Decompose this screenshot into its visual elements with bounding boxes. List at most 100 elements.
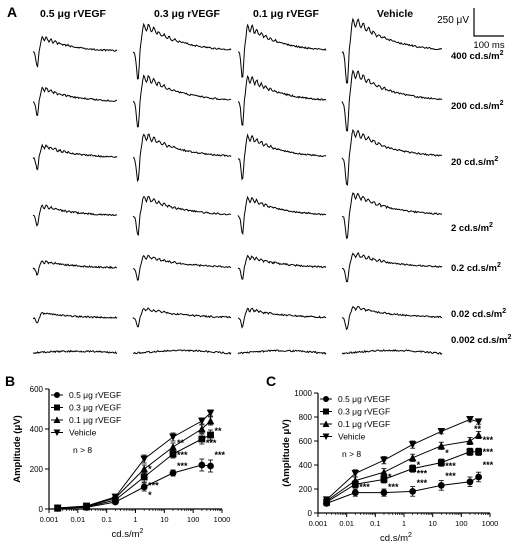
significance-marker: ** [177, 438, 185, 448]
data-point [140, 483, 148, 491]
significance-marker: *** [177, 450, 188, 460]
panel-c: C 0 200 400 600 800 1000 0.001 0.01 0.1 1 10 100 100… [266, 373, 498, 544]
significance-marker: *** [417, 478, 428, 488]
data-point [475, 473, 482, 481]
data-point [437, 441, 446, 450]
panel-a-letter: A [7, 4, 17, 20]
data-point [408, 441, 417, 449]
significance-marker: *** [445, 471, 456, 481]
y-tick-label: 1000 [294, 389, 312, 398]
y-tick-label: 400 [30, 425, 44, 434]
erg-trace [237, 23, 327, 78]
chart-b: 0 200 400 600 0.001 0.01 0.1 1 10 100 1000 cd.s/m2 A… [12, 385, 230, 540]
legend-label: 0.5 μg rVEGF [69, 390, 121, 400]
data-point [198, 461, 206, 469]
erg-trace [32, 311, 118, 324]
data-point [140, 473, 148, 481]
data-point [169, 443, 177, 451]
x-tick-label: 100 [455, 519, 468, 528]
erg-trace [237, 74, 327, 126]
series [322, 416, 483, 504]
data-point [198, 435, 206, 443]
data-point [54, 404, 60, 411]
x-tick-label: 10 [160, 515, 168, 524]
data-point [474, 431, 483, 439]
erg-trace [32, 86, 117, 116]
erg-trace [341, 69, 443, 132]
panel-b-letter: B [5, 373, 15, 389]
data-point [169, 469, 177, 477]
data-point [323, 408, 329, 415]
y-tick-label: 0 [39, 505, 44, 514]
legend: 0.5 μg rVEGF 0.3 μg rVEGF 0.1 μg rVEGF Vehi… [320, 394, 390, 442]
x-tick-label: 1 [402, 519, 406, 528]
significance-marker: * [417, 460, 421, 470]
y-tick-label: 200 [30, 465, 44, 474]
x-tick-label: 1 [133, 515, 137, 524]
erg-trace [132, 307, 232, 328]
legend-label: Vehicle [338, 432, 366, 442]
data-point [322, 496, 331, 504]
erg-trace [341, 192, 443, 239]
x-tick-label: 0.001 [40, 515, 59, 524]
significance-marker: *** [417, 468, 428, 478]
data-point [53, 416, 61, 423]
series-line [326, 476, 479, 504]
sample-size-note: n > 8 [73, 445, 92, 455]
data-point [198, 425, 206, 433]
erg-trace [237, 254, 327, 280]
series [322, 430, 483, 505]
data-point [409, 488, 417, 495]
erg-traces [32, 17, 443, 356]
erg-trace [132, 254, 232, 281]
significance-marker: *** [206, 438, 217, 448]
data-point [111, 493, 120, 501]
x-tick-label: 1000 [214, 515, 231, 524]
erg-trace [132, 74, 232, 128]
data-point [380, 476, 388, 483]
sample-size-note: n > 8 [342, 449, 361, 459]
data-point [408, 453, 417, 462]
erg-trace [32, 349, 118, 354]
intensity-label: 20 cd.s/m2 [451, 156, 498, 168]
x-tick-label: 0.01 [339, 519, 354, 528]
data-point [474, 418, 483, 426]
erg-trace [237, 349, 327, 355]
data-point [380, 489, 388, 496]
erg-traces-panel: A 0.5 μg rVEGF 0.3 μg rVEGF 0.1 μg rVEGF… [7, 4, 512, 356]
y-tick-label: 600 [299, 437, 313, 446]
erg-trace [132, 133, 232, 183]
erg-trace [132, 195, 232, 237]
intensity-label: 200 cd.s/m2 [451, 100, 504, 112]
data-point [206, 417, 215, 425]
x-axis-label: cd.s/m2 [112, 528, 144, 540]
series [53, 409, 215, 512]
erg-trace [32, 143, 118, 171]
significance-marker: * [445, 448, 449, 458]
column-header-0.5ug: 0.5 μg rVEGF [40, 8, 107, 20]
legend-label: 0.3 μg rVEGF [338, 407, 390, 417]
data-point [351, 489, 359, 496]
panel-c-letter: C [266, 373, 276, 389]
data-point [140, 455, 148, 463]
erg-trace [32, 260, 118, 276]
data-point [466, 448, 474, 456]
erg-trace [237, 307, 327, 329]
data-point [466, 478, 474, 486]
erg-trace [341, 17, 443, 84]
legend-label: 0.1 μg rVEGF [338, 419, 390, 429]
data-point [322, 433, 330, 441]
data-point [380, 468, 388, 476]
y-tick-label: 600 [30, 385, 44, 394]
x-tick-label: 1000 [482, 519, 499, 528]
data-point [82, 502, 91, 510]
column-header-vehicle: Vehicle [377, 8, 413, 20]
significance-marker: * [148, 464, 152, 474]
data-point [351, 470, 360, 478]
panel-b: B 0 200 400 600 0.001 0.01 0.1 1 10 100 1000 cd.s/m… [5, 373, 230, 540]
significance-marker: *** [483, 435, 494, 445]
significance-marker: * [148, 490, 152, 500]
significance-marker: *** [359, 482, 370, 492]
significance-marker: *** [445, 461, 456, 471]
significance-marker: *** [483, 460, 494, 470]
